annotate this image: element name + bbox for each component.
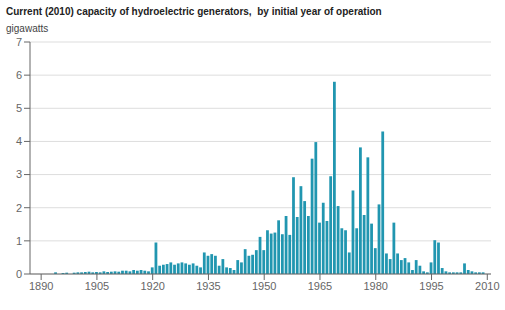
svg-text:3: 3 [16,168,22,180]
svg-text:2: 2 [16,202,22,214]
svg-text:2010: 2010 [475,280,497,292]
svg-text:1950: 1950 [252,280,276,292]
svg-text:5: 5 [16,102,22,114]
svg-text:1: 1 [16,235,22,247]
svg-text:6: 6 [16,69,22,81]
svg-text:1890: 1890 [29,280,53,292]
svg-text:7: 7 [16,36,22,48]
svg-text:0: 0 [16,268,22,280]
svg-text:4: 4 [16,135,22,147]
svg-text:1935: 1935 [196,280,220,292]
html-text:Current (2010) capacity of hyd: Current (2010) capacity of hydroelectric… [6,6,382,17]
svg-text:1995: 1995 [419,280,443,292]
html-text:gigawatts: gigawatts [6,23,49,34]
svg-text:1905: 1905 [85,280,109,292]
svg-text:1920: 1920 [140,280,164,292]
svg-text:1965: 1965 [308,280,332,292]
svg-text:1980: 1980 [364,280,388,292]
